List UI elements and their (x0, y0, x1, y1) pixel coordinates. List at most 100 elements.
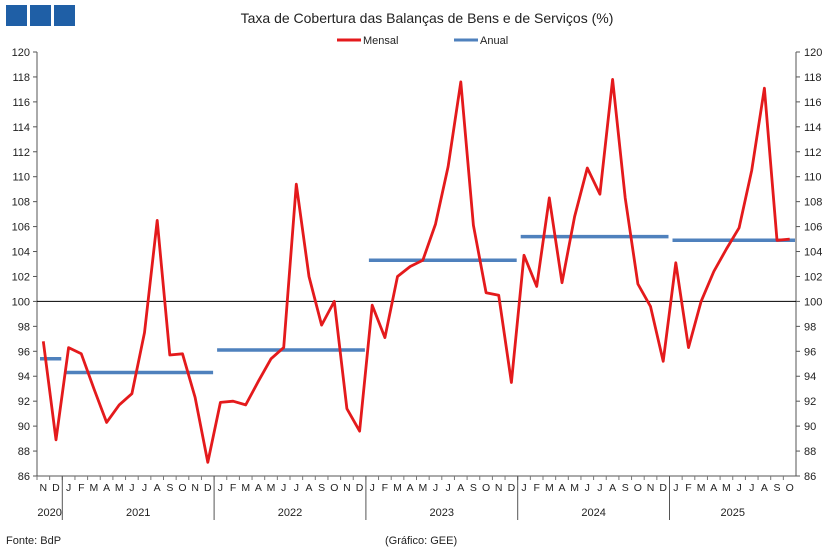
x-tick-label-month: J (749, 482, 754, 494)
x-tick-label-month: A (710, 482, 717, 494)
x-tick-label-month: F (382, 482, 388, 494)
y-tick-label-right: 100 (804, 296, 822, 308)
y-tick-label-right: 112 (804, 147, 822, 159)
y-tick-label-right: 92 (804, 396, 816, 408)
y-tick-label-left: 98 (18, 321, 30, 333)
x-tick-label-month: J (446, 482, 451, 494)
x-tick-label-month: O (330, 482, 338, 494)
x-tick-label-month: M (393, 482, 402, 494)
x-tick-label-month: N (495, 482, 503, 494)
y-tick-label-right: 94 (804, 371, 816, 383)
y-tick-label-right: 102 (804, 271, 822, 283)
x-tick-label-month: M (90, 482, 99, 494)
x-tick-label-month: J (66, 482, 71, 494)
x-tick-label-month: J (370, 482, 375, 494)
x-tick-label-month: A (558, 482, 565, 494)
x-tick-label-month: A (103, 482, 110, 494)
x-year-label: 2024 (581, 507, 605, 519)
y-tick-label-left: 102 (12, 271, 30, 283)
x-tick-label-month: M (418, 482, 427, 494)
y-tick-label-right: 116 (804, 97, 822, 109)
x-tick-label-month: D (356, 482, 364, 494)
legend-label-anual: Anual (480, 35, 508, 47)
y-tick-label-right: 98 (804, 321, 816, 333)
y-tick-label-left: 104 (12, 247, 30, 259)
y-tick-label-left: 90 (18, 421, 30, 433)
y-tick-label-right: 110 (804, 172, 822, 184)
x-tick-label-month: J (218, 482, 223, 494)
x-tick-label-month: S (166, 482, 173, 494)
x-tick-label-month: O (634, 482, 642, 494)
y-tick-label-left: 88 (18, 446, 30, 458)
x-tick-label-month: A (305, 482, 312, 494)
x-tick-label-month: A (154, 482, 161, 494)
y-tick-label-left: 92 (18, 396, 30, 408)
x-tick-label-month: M (115, 482, 124, 494)
x-tick-label-month: D (52, 482, 60, 494)
y-tick-label-left: 106 (12, 222, 30, 234)
source-note: Fonte: BdP (6, 535, 62, 547)
x-tick-label-month: J (673, 482, 678, 494)
x-tick-label-month: M (697, 482, 706, 494)
legend: Mensal Anual (337, 35, 508, 47)
x-tick-label-month: O (786, 482, 794, 494)
x-tick-label-month: N (647, 482, 655, 494)
x-tick-label-month: M (722, 482, 731, 494)
x-tick-label-month: M (570, 482, 579, 494)
chart-title: Taxa de Cobertura das Balanças de Bens e… (241, 10, 614, 26)
y-tick-label-right: 118 (804, 72, 822, 84)
x-tick-label-month: A (255, 482, 262, 494)
y-tick-label-left: 96 (18, 346, 30, 358)
y-tick-label-right: 120 (804, 47, 822, 59)
y-axis-right: 86 88 90 92 94 96 98 100 102 104 106 108 110 112 114 11… (796, 47, 822, 483)
x-tick-label-month: D (659, 482, 667, 494)
y-tick-label-left: 94 (18, 371, 30, 383)
x-tick-label-month: S (774, 482, 781, 494)
x-year-label: 2020 (37, 507, 61, 519)
y-tick-label-right: 88 (804, 446, 816, 458)
x-tick-label-month: M (545, 482, 554, 494)
x-tick-label-month: F (78, 482, 84, 494)
y-tick-label-left: 86 (18, 471, 30, 483)
x-tick-label-month: S (470, 482, 477, 494)
y-tick-label-right: 86 (804, 471, 816, 483)
x-tick-label-month: D (204, 482, 212, 494)
x-tick-label-month: A (457, 482, 464, 494)
y-tick-label-left: 100 (12, 296, 30, 308)
x-tick-label-month: J (597, 482, 602, 494)
x-year-label: 2021 (126, 507, 150, 519)
x-tick-label-month: M (241, 482, 250, 494)
y-axis-left: 86 88 90 92 94 96 98 100 102 104 106 108 110 112 114 11… (12, 47, 37, 483)
y-tick-label-left: 110 (12, 172, 30, 184)
x-tick-label-month: N (191, 482, 199, 494)
x-tick-label-month: A (407, 482, 414, 494)
logo-square-2 (30, 5, 51, 26)
x-tick-label-month: F (685, 482, 691, 494)
x-tick-label-month: J (433, 482, 438, 494)
x-year-label: 2022 (278, 507, 302, 519)
series-mensal (41, 78, 790, 464)
chart-credit: (Gráfico: GEE) (385, 535, 458, 547)
y-tick-label-right: 96 (804, 346, 816, 358)
y-tick-label-left: 116 (12, 97, 30, 109)
x-tick-label-month: A (609, 482, 616, 494)
legend-label-mensal: Mensal (363, 35, 398, 47)
x-tick-label-month: J (129, 482, 134, 494)
x-tick-label-month: O (482, 482, 490, 494)
x-tick-label-month: O (178, 482, 186, 494)
x-tick-label-month: M (267, 482, 276, 494)
y-tick-label-left: 108 (12, 197, 30, 209)
x-tick-label-month: S (318, 482, 325, 494)
y-tick-label-right: 114 (804, 122, 822, 134)
x-tick-label-month: D (508, 482, 516, 494)
x-tick-label-month: A (761, 482, 768, 494)
y-tick-label-left: 112 (12, 147, 30, 159)
x-tick-label-month: F (533, 482, 539, 494)
y-tick-label-left: 114 (12, 122, 30, 134)
x-tick-label-month: N (343, 482, 351, 494)
y-tick-label-right: 90 (804, 421, 816, 433)
x-tick-label-month: J (294, 482, 299, 494)
x-tick-label-month: J (585, 482, 590, 494)
y-tick-label-left: 120 (12, 47, 30, 59)
